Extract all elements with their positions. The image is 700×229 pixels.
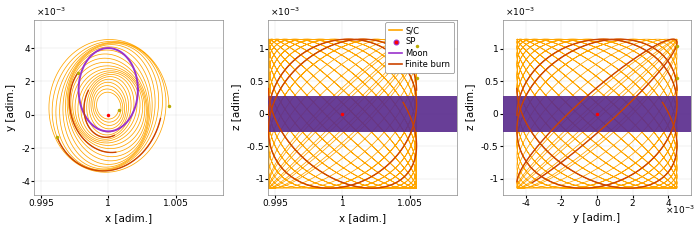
X-axis label: x [adim.]: x [adim.] (105, 213, 152, 224)
X-axis label: y [adim.]: y [adim.] (573, 213, 620, 224)
Y-axis label: z [adim.]: z [adim.] (231, 84, 241, 131)
Bar (268, 95, 457, 132)
Text: $\times 10^{-3}$: $\times 10^{-3}$ (36, 5, 66, 18)
Bar (503, 95, 692, 132)
X-axis label: x [adim.]: x [adim.] (339, 213, 386, 224)
Legend: S/C, SP, Moon, Finite burn: S/C, SP, Moon, Finite burn (385, 22, 454, 73)
Y-axis label: y [adim.]: y [adim.] (6, 84, 15, 131)
Text: $\times 10^{-3}$: $\times 10^{-3}$ (270, 5, 300, 18)
Text: $\times 10^{-3}$: $\times 10^{-3}$ (505, 5, 534, 18)
Text: $\times 10^{-3}$: $\times 10^{-3}$ (665, 204, 695, 216)
Y-axis label: z [adim.]: z [adim.] (466, 84, 475, 131)
